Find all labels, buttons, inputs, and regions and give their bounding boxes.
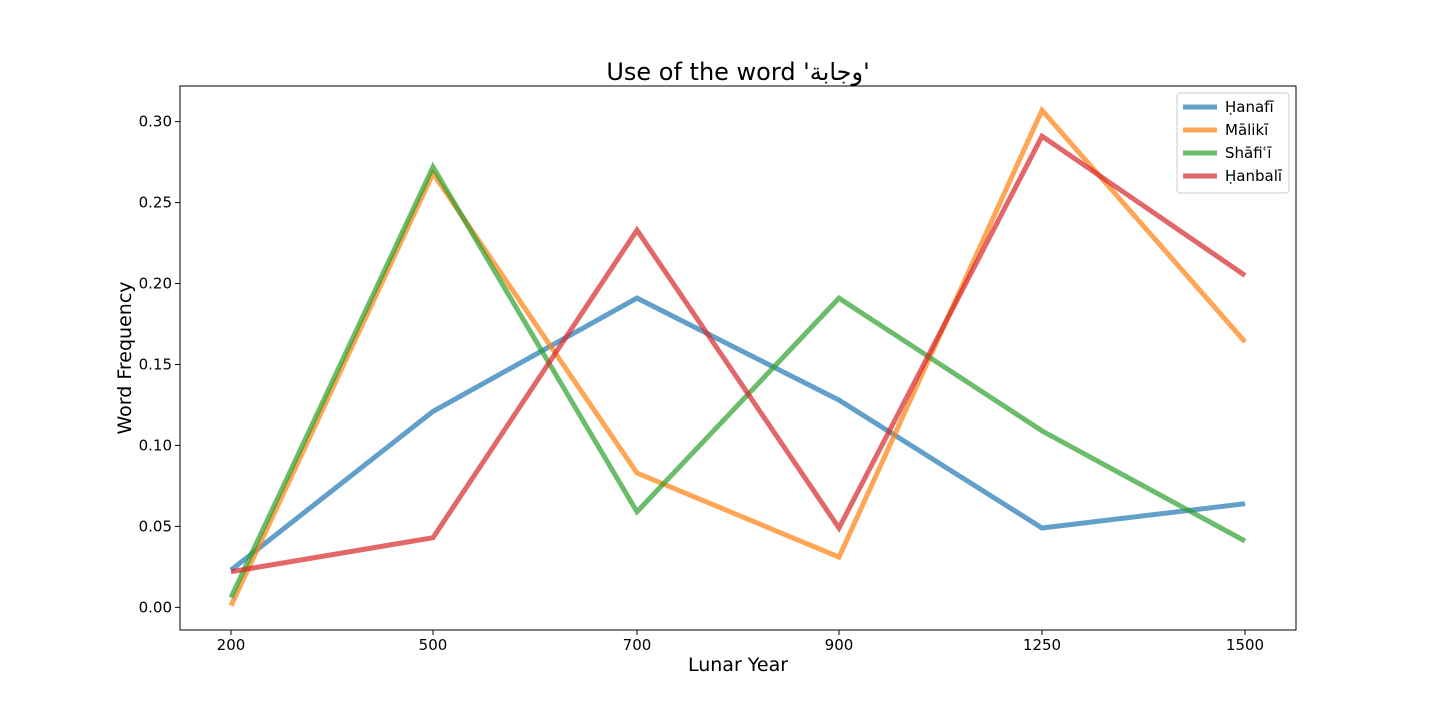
y-axis: 0.00 0.05 0.10 0.15 0.20 0.25 0.30 bbox=[139, 113, 180, 616]
series-line-3 bbox=[230, 132, 1247, 575]
series-line-0 bbox=[229, 295, 1246, 573]
x-tick-label: 900 bbox=[825, 636, 854, 654]
y-axis-label: Word Frequency bbox=[114, 281, 136, 434]
y-tick-label: 0.20 bbox=[139, 275, 172, 293]
legend-label: Mālikī bbox=[1225, 121, 1269, 139]
x-tick-label: 1500 bbox=[1226, 636, 1264, 654]
legend-box bbox=[1176, 92, 1290, 194]
x-tick-label: 500 bbox=[419, 636, 448, 654]
x-axis: 200 500 700 900 1250 1500 bbox=[217, 630, 1264, 654]
series-line-2 bbox=[228, 161, 1247, 599]
legend-label: Ḥanbalī bbox=[1225, 167, 1283, 185]
plot-frame bbox=[179, 85, 1297, 631]
y-tick-label: 0.30 bbox=[139, 113, 172, 131]
legend: Ḥanafī Mālikī Shāfiʿī Ḥanbalī bbox=[1176, 92, 1290, 194]
x-tick-label: 1250 bbox=[1023, 636, 1061, 654]
x-tick-label: 700 bbox=[623, 636, 652, 654]
x-tick-label: 200 bbox=[217, 636, 246, 654]
y-tick-label: 0.10 bbox=[139, 436, 172, 454]
y-tick-label: 0.00 bbox=[139, 598, 172, 616]
y-tick-label: 0.15 bbox=[139, 355, 172, 373]
y-tick-label: 0.25 bbox=[139, 194, 172, 212]
legend-label: Ḥanafī bbox=[1225, 98, 1274, 116]
chart-title: Use of the word 'وجابة' bbox=[606, 58, 869, 86]
series-line-1 bbox=[228, 105, 1247, 607]
x-axis-label: Lunar Year bbox=[688, 654, 788, 676]
y-tick-label: 0.05 bbox=[139, 517, 172, 535]
legend-label: Shāfiʿī bbox=[1225, 144, 1272, 162]
series-layer bbox=[228, 105, 1247, 607]
